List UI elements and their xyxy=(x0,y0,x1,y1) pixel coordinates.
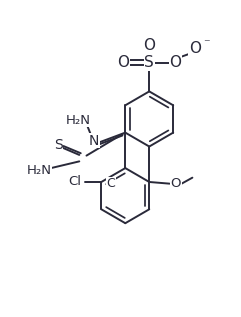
Text: O: O xyxy=(117,55,129,70)
Text: O: O xyxy=(189,41,201,56)
Text: H₂N: H₂N xyxy=(66,114,91,127)
Text: Cl: Cl xyxy=(68,176,81,189)
Text: S: S xyxy=(144,55,154,70)
Text: O: O xyxy=(143,38,155,53)
Text: O: O xyxy=(170,177,181,190)
Text: N: N xyxy=(89,133,99,147)
Text: ⁻: ⁻ xyxy=(203,37,210,50)
Text: C: C xyxy=(107,177,115,190)
Text: H₂N: H₂N xyxy=(27,164,52,177)
Text: O: O xyxy=(170,55,182,70)
Text: S: S xyxy=(54,138,63,152)
